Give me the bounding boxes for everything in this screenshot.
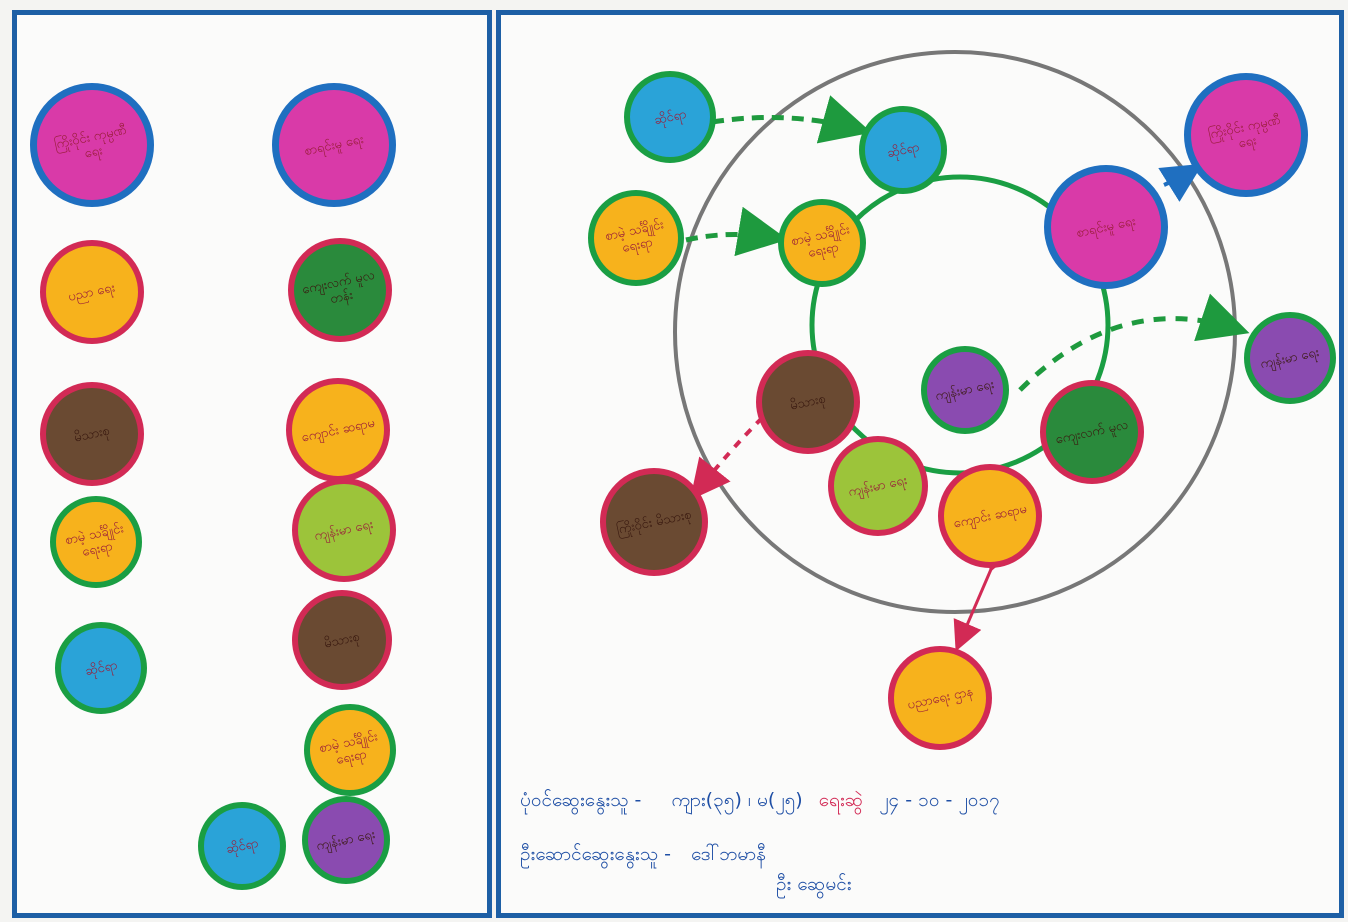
participants-count: ကျား(၃၅) ၊ မ(၂၅) [671,789,803,811]
circle-node-label: ကျန်းမာ ရေး [315,826,377,854]
circle-node-h: ကျန်းမာ ရေး [1244,312,1336,404]
circle-node-l4: စာမဲ့ သင်္ချိုင်း ရေးရာ [50,496,142,588]
circle-node-d: စာမဲ့ သင်္ချိုင်း ရေးရာ [778,199,866,287]
circle-node-label: ကျေးလက် မူလတန်း [300,267,377,308]
circle-node-label: စာမဲ့ သင်္ချိုင်း ရေးရာ [789,222,851,261]
circle-node-b: ဆိုင်ရာ [859,106,947,194]
circle-node-j: ကျေးလက် မူလ [1040,380,1144,484]
drawn-date: ၂၄ - ၁၀ - ၂၀၁၇ [879,789,1000,811]
facilitator-name-2: ဦး ဆွေမင်း [776,873,852,895]
caption-line-2: ဦးဆောင်ဆွေးနွေးသူ - ဒေါ်ဘမာနီ [520,842,766,870]
circle-node-l3: မိသားစု [40,382,144,486]
circle-node-r2: ကျေးလက် မူလတန်း [288,238,392,342]
circle-node-label: ကြိုးဝိုင်း ကုမ္ပဏီ ရေး [1206,112,1282,152]
circle-node-r1: စာရင်းမူ ရေး [272,83,396,207]
caption-line-3: ဦး ဆွေမင်း [776,872,852,900]
drawn-label: ရေးဆွဲ [818,789,864,811]
circle-node-l: ကျန်းမာ ရေး [828,436,928,536]
circle-node-label: ဆိုင်ရာ [885,139,921,161]
circle-node-l1: ကြိုးဝိုင်း ကုမ္ပဏီ ရေး [30,83,154,207]
circle-node-label: စာမဲ့ သင်္ချိုင်း ရေးရာ [63,521,125,560]
circle-node-label: ကျောင်း ဆရာမ [951,500,1029,532]
circle-node-label: ပညာရေး ဌာန [905,683,975,713]
arrow-A-B [711,95,872,144]
circle-node-g: ကျန်းမာ ရေး [921,346,1009,434]
arrow-G-H [1018,293,1250,392]
facilitator-name: ဒေါ်ဘမာနီ [691,843,766,865]
circle-node-r6: စာမဲ့ သင်္ချိုင်း ရေးရာ [304,704,396,796]
circle-node-l2: ပညာ ရေး [40,240,144,344]
circle-node-label: ကျေးလက် မူလ [1054,416,1130,448]
circle-node-label: ကျန်းမာ ရေး [1259,344,1321,372]
circle-node-a: ဆိုင်ရာ [624,71,716,163]
circle-node-label: ဆိုင်ရာ [652,106,688,128]
facilitator-label: ဦးဆောင်ဆွေးနွေးသူ - [520,843,672,865]
circle-node-label: စာရင်းမူ ရေး [303,131,365,159]
caption-line-1: ပုံဝင်ဆွေးနွေးသူ - ကျား(၃၅) ၊ မ(၂၅) ရေးဆ… [520,788,1000,816]
circle-node-label: ကြိုးဝိုင်း မိသားစု [615,506,693,538]
circle-node-c: စာမဲ့ သင်္ချိုင်း ရေးရာ [588,190,684,286]
circle-node-label: ဆိုင်ရာ [83,657,119,679]
circle-node-k: ကြိုးဝိုင်း မိသားစု [600,468,708,576]
circle-node-label: မိသားစု [322,628,362,652]
circle-node-label: စာမဲ့ သင်္ချိုင်း ရေးရာ [317,729,379,768]
circle-node-r4: ကျန်းမာ ရေး [292,478,396,582]
circle-node-label: ကျန်းမာ ရေး [313,516,375,544]
circle-node-m: ကျောင်း ဆရာမ [938,464,1042,568]
circle-node-label: စာမဲ့ သင်္ချိုင်း ရေးရာ [603,217,665,256]
participants-label: ပုံဝင်ဆွေးနွေးသူ - [520,789,642,811]
circle-node-label: ကျန်းမာ ရေး [847,472,909,500]
circle-node-label: ကျောင်း ဆရာမ [299,414,377,446]
circle-node-label: ပညာ ရေး [67,279,117,305]
arrow-C-D [685,206,788,257]
circle-node-label: မိသားစု [788,390,828,414]
arrow-E-F [1158,163,1203,202]
circle-node-r5: မိသားစု [292,590,392,690]
circle-node-label: ဆိုင်ရာ [224,835,260,857]
circle-node-label: မိသားစု [72,422,112,446]
circle-node-e: စာရင်းမူ ရေး [1044,165,1168,289]
circle-node-label: စာရင်းမူ ရေး [1075,213,1137,241]
arrow-M-N [953,539,1016,652]
circle-node-r3: ကျောင်း ဆရာမ [286,378,390,482]
circle-node-n: ပညာရေး ဌာန [888,646,992,750]
circle-node-label: ကျန်းမာ ရေး [934,376,996,404]
circle-node-l5: ဆိုင်ရာ [55,622,147,714]
circle-node-r8: ကျန်းမာ ရေး [302,796,390,884]
circle-node-r7: ဆိုင်ရာ [198,802,286,890]
circle-node-f: ကြိုးဝိုင်း ကုမ္ပဏီ ရေး [1184,73,1308,197]
circle-node-label: ကြိုးဝိုင်း ကုမ္ပဏီ ရေး [52,122,128,162]
circle-node-i: မိသားစု [756,350,860,454]
